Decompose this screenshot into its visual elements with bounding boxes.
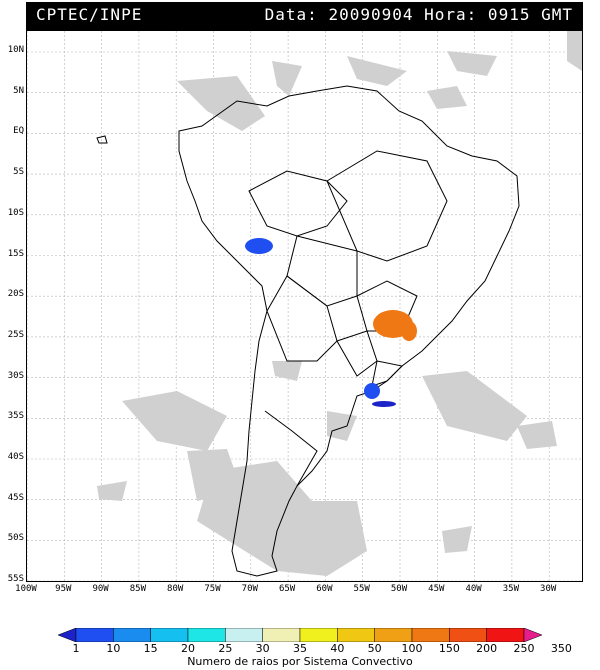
coastline	[96, 85, 520, 577]
legend-swatch-5	[225, 628, 263, 642]
legend-label-25: 25	[218, 642, 233, 655]
lon-label-80w: 80W	[167, 584, 184, 594]
legend-swatch-9	[374, 628, 413, 642]
lon-label-60w: 60W	[316, 584, 333, 594]
lat-label-10n: 10N	[7, 45, 24, 55]
storm-cells	[245, 238, 417, 407]
lat-label-20s: 20S	[7, 289, 24, 300]
legend-swatch-1	[75, 628, 114, 642]
lat-label-5n: 5N	[13, 85, 24, 96]
legend-label-40: 40	[330, 642, 345, 655]
lat-label-30s: 30S	[7, 370, 24, 381]
legend-swatch-10	[411, 628, 450, 642]
legend-label-150: 150	[438, 642, 460, 655]
legend-caption: Numero de raios por Sistema Convectivo	[187, 655, 413, 668]
legend-swatch-13	[523, 628, 542, 642]
lon-label-35w: 35W	[502, 584, 520, 594]
legend-colorbar	[58, 628, 542, 642]
lon-label-45w: 45W	[428, 584, 445, 594]
cloud-cover	[97, 31, 582, 576]
legend-swatch-7	[299, 628, 338, 642]
storm-uruguay-tail	[372, 401, 396, 407]
storm-peru-bolivia	[245, 238, 273, 254]
lat-label-10s: 10S	[7, 207, 24, 218]
lon-label-30w: 30W	[540, 584, 557, 594]
lon-label-55w: 55W	[353, 584, 370, 594]
lat-label-35s: 35S	[7, 411, 24, 422]
lat-label-55s: 55S	[7, 574, 24, 585]
lat-label-5s: 5S	[13, 167, 24, 178]
lat-label-40s: 40S	[7, 452, 24, 462]
map-canvas	[27, 31, 582, 581]
legend-label-10: 10	[106, 642, 121, 655]
lon-label-95w: 95W	[55, 584, 72, 594]
legend-swatch-6	[262, 628, 301, 642]
legend-label-100: 100	[401, 642, 423, 655]
lon-label-85w: 85W	[129, 584, 147, 594]
map-frame	[26, 30, 583, 582]
datetime-label: Data: 20090904 Hora: 0915 GMT	[264, 5, 573, 24]
legend-swatch-8	[337, 628, 375, 642]
legend-label-30: 30	[255, 642, 270, 655]
legend-label-50: 50	[367, 642, 382, 655]
legend-swatch-11	[449, 628, 487, 642]
legend-label-250: 250	[513, 642, 535, 655]
lon-label-90w: 90W	[92, 584, 109, 594]
lon-label-70w: 70W	[241, 584, 258, 594]
legend-swatch-2	[113, 628, 151, 642]
legend-swatch-3	[150, 628, 189, 642]
lon-label-65w: 65W	[278, 584, 296, 594]
lon-label-100w: 100W	[15, 584, 37, 594]
legend-label-200: 200	[476, 642, 498, 655]
lon-label-40w: 40W	[465, 584, 482, 594]
source-label: CPTEC/INPE	[36, 5, 143, 24]
lat-label-eq: EQ	[13, 126, 24, 137]
legend-label-1: 1	[72, 642, 80, 655]
lat-label-50s: 50S	[7, 533, 24, 544]
legend-label-20: 20	[181, 642, 195, 655]
legend-swatch-0	[58, 628, 77, 642]
storm-uruguay	[364, 383, 380, 399]
legend-swatch-4	[187, 628, 226, 642]
legend-label-35: 35	[293, 642, 307, 655]
lon-label-75w: 75W	[204, 584, 221, 594]
title-bar: CPTEC/INPE Data: 20090904 Hora: 0915 GMT	[26, 2, 583, 30]
lat-label-25s: 25S	[7, 329, 24, 340]
legend-label-350: 350	[550, 642, 572, 655]
storm-sao-paulo-tail	[401, 321, 417, 341]
legend-swatch-12	[486, 628, 525, 642]
legend-label-15: 15	[143, 642, 158, 655]
lon-label-50w: 50W	[390, 584, 408, 594]
lat-label-45s: 45S	[7, 492, 24, 503]
lat-label-15s: 15S	[7, 248, 24, 259]
